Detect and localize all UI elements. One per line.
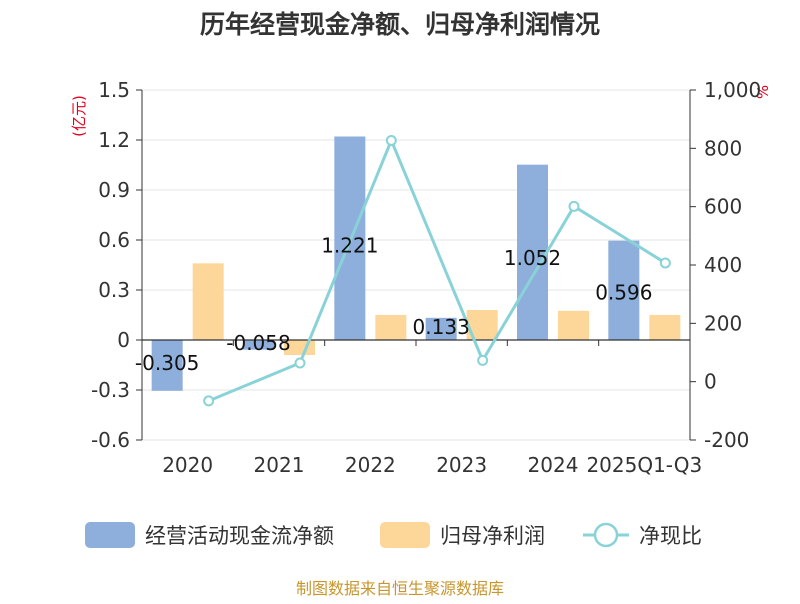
bar-data-label: 0.596 [595,280,652,304]
ratio-line [208,136,667,403]
bar-layer [151,136,681,391]
bar-data-label: 1.052 [504,246,561,270]
legend-label: 归母净利润 [440,524,545,548]
source-note: 制图数据来自恒生聚源数据库 [296,579,504,598]
chart-title: 历年经营现金净额、归母净利润情况 [200,10,600,39]
x-axis-category-label: 2020 [162,453,213,477]
x-axis-category-label: 2021 [254,453,305,477]
grid-lines [142,89,690,441]
left-axis-tick-label: 1.2 [98,128,130,152]
bar-profit [649,315,681,340]
right-axis-unit: % [754,85,772,99]
bar-cashflow [243,340,274,350]
legend-label: 经营活动现金流净额 [145,524,334,548]
right-axis-tick-label: 1,000 [704,78,761,102]
axis-layer: 1.5 1.2 0.9 0.6 0.3 0 -0.3 -0.6 1,000 800 600 400 20… [91,78,761,477]
left-axis-unit: (亿元) [70,95,88,137]
left-axis-tick-label: 0.6 [98,228,130,252]
right-axis-tick-label: 600 [704,195,742,219]
ratio-point [568,200,580,212]
bar-profit [192,263,224,340]
bar-data-label: -0.305 [135,351,199,375]
ratio-point [385,134,397,146]
left-axis-tick-label: -0.6 [91,428,130,452]
ratio-point [477,354,489,366]
ratio-point [659,257,671,269]
bar-cashflow [425,317,457,340]
legend: 经营活动现金流净额 归母净利润 净现比 [85,522,702,548]
legend-marker [593,522,619,548]
x-axis-category-label: 2024 [528,453,579,477]
bar-cashflow [517,164,548,340]
right-axis-tick-label: 200 [704,311,742,335]
line-layer [203,134,671,407]
data-label-layer: -0.305 -0.058 1.221 0.133 1.052 0.596 [135,233,653,375]
bar-data-label: 0.133 [413,315,470,339]
bar-data-label: 1.221 [321,233,378,257]
ratio-point [294,357,306,369]
bar-profit [375,315,407,340]
ratio-point [203,395,215,407]
left-axis-tick-label: 0 [117,328,130,352]
bar-profit [558,310,589,340]
right-axis-tick-label: -200 [704,428,749,452]
left-axis-tick-label: 1.5 [98,78,130,102]
legend-swatch [85,522,135,548]
right-axis-tick-label: 0 [704,370,717,394]
x-axis-category-label: 2022 [345,453,396,477]
bar-cashflow [608,240,640,340]
left-axis-tick-label: 0.3 [98,278,130,302]
x-axis-category-label: 2023 [436,453,487,477]
bar-data-label: -0.058 [226,331,290,355]
left-axis-tick-label: 0.9 [98,178,130,202]
bar-cashflow [151,340,183,391]
left-axis-tick-label: -0.3 [91,378,130,402]
legend-label: 净现比 [639,524,702,548]
right-axis-tick-label: 400 [704,253,742,277]
x-axis-category-label: 2025Q1-Q3 [586,453,702,477]
legend-swatch [380,522,430,548]
right-axis-tick-label: 800 [704,136,742,160]
